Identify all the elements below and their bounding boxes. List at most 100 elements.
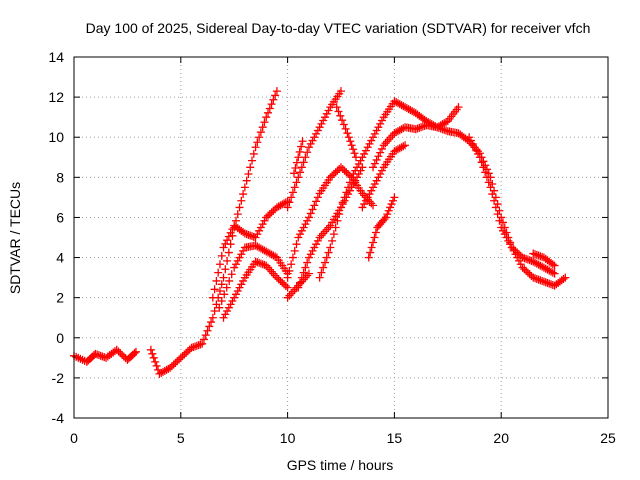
data-point [442,118,451,127]
data-point [265,210,274,219]
x-tick-label: 5 [177,430,185,446]
data-point [380,215,389,224]
data-point [233,286,242,295]
data-point [372,155,381,164]
x-tick-label: 25 [600,430,616,446]
data-point [531,250,540,259]
data-point [374,173,383,182]
y-tick-label: -2 [52,370,65,386]
data-point [342,188,351,197]
data-point [262,261,271,270]
data-point [376,148,385,157]
data-point [260,216,269,225]
data-point [350,149,359,158]
data-point [223,256,232,265]
data-point [258,260,267,269]
axis-ticks: 0 5 10 15 20 25 -4 -2 0 2 4 6 8 10 12 14 [48,49,616,446]
data-point [297,163,306,172]
data-point [550,261,559,270]
data-point [192,341,201,350]
data-point [390,129,399,138]
data-point [272,273,281,282]
data-point [468,139,477,148]
data-point [285,266,294,275]
data-point [233,210,242,219]
data-point [495,216,504,225]
chart-title: Day 100 of 2025, Sidereal Day-to-day VTE… [86,20,591,36]
data-point [326,243,335,252]
y-tick-label: 12 [48,89,64,105]
data-point [248,156,256,165]
data-point [152,361,161,370]
data-point [498,218,507,227]
data-point [251,143,260,152]
data-point [274,275,283,284]
data-point [329,230,338,239]
data-point [395,100,404,109]
data-point [397,101,406,110]
data-point [258,220,267,229]
data-point [239,228,248,237]
data-point [520,254,529,263]
data-point [119,352,128,361]
data-point [253,242,262,251]
data-point [224,303,233,312]
data-point [477,158,486,167]
data-point [390,193,399,202]
data-point [397,125,406,134]
data-point [294,233,303,242]
data-point [491,203,500,212]
data-point [399,102,408,111]
data-point [260,246,269,255]
data-point [187,343,196,352]
data-point [344,133,353,142]
data-point [304,143,313,152]
data-point [130,349,139,358]
data-point [336,111,345,120]
data-point [169,360,178,369]
data-point [370,129,379,138]
data-point [281,281,290,290]
data-point [346,137,355,146]
data-point [149,353,158,362]
data-point [162,365,171,374]
data-point [226,228,235,237]
data-point [369,238,378,247]
data-point [465,133,474,142]
plot-frame [73,56,609,419]
data-point [112,345,121,354]
data-point [322,225,331,234]
data-point [315,123,324,132]
data-point [370,233,379,242]
data-point [320,113,329,122]
data-point [297,142,306,151]
data-point [402,104,411,113]
data-point [194,341,203,350]
data-point [301,220,310,229]
data-point [255,133,264,142]
data-point [404,105,413,114]
data-point [474,149,483,158]
data-point [490,196,499,205]
data-point [523,255,532,264]
data-point [285,198,294,207]
data-point [341,124,350,133]
x-tick-label: 20 [493,430,509,446]
data-point [360,149,369,158]
data-point [219,313,228,322]
data-point [255,258,264,267]
x-tick-label: 0 [70,430,78,446]
data-point [390,97,399,106]
data-point [527,256,536,265]
data-point [417,123,426,132]
data-point [548,280,557,289]
data-point [237,250,246,259]
data-point [290,169,299,178]
data-point [93,350,102,359]
data-point [244,169,253,178]
data-point [538,262,547,271]
data-point [317,231,326,240]
data-point [363,193,372,202]
data-point [208,293,217,302]
data-point [376,119,385,128]
